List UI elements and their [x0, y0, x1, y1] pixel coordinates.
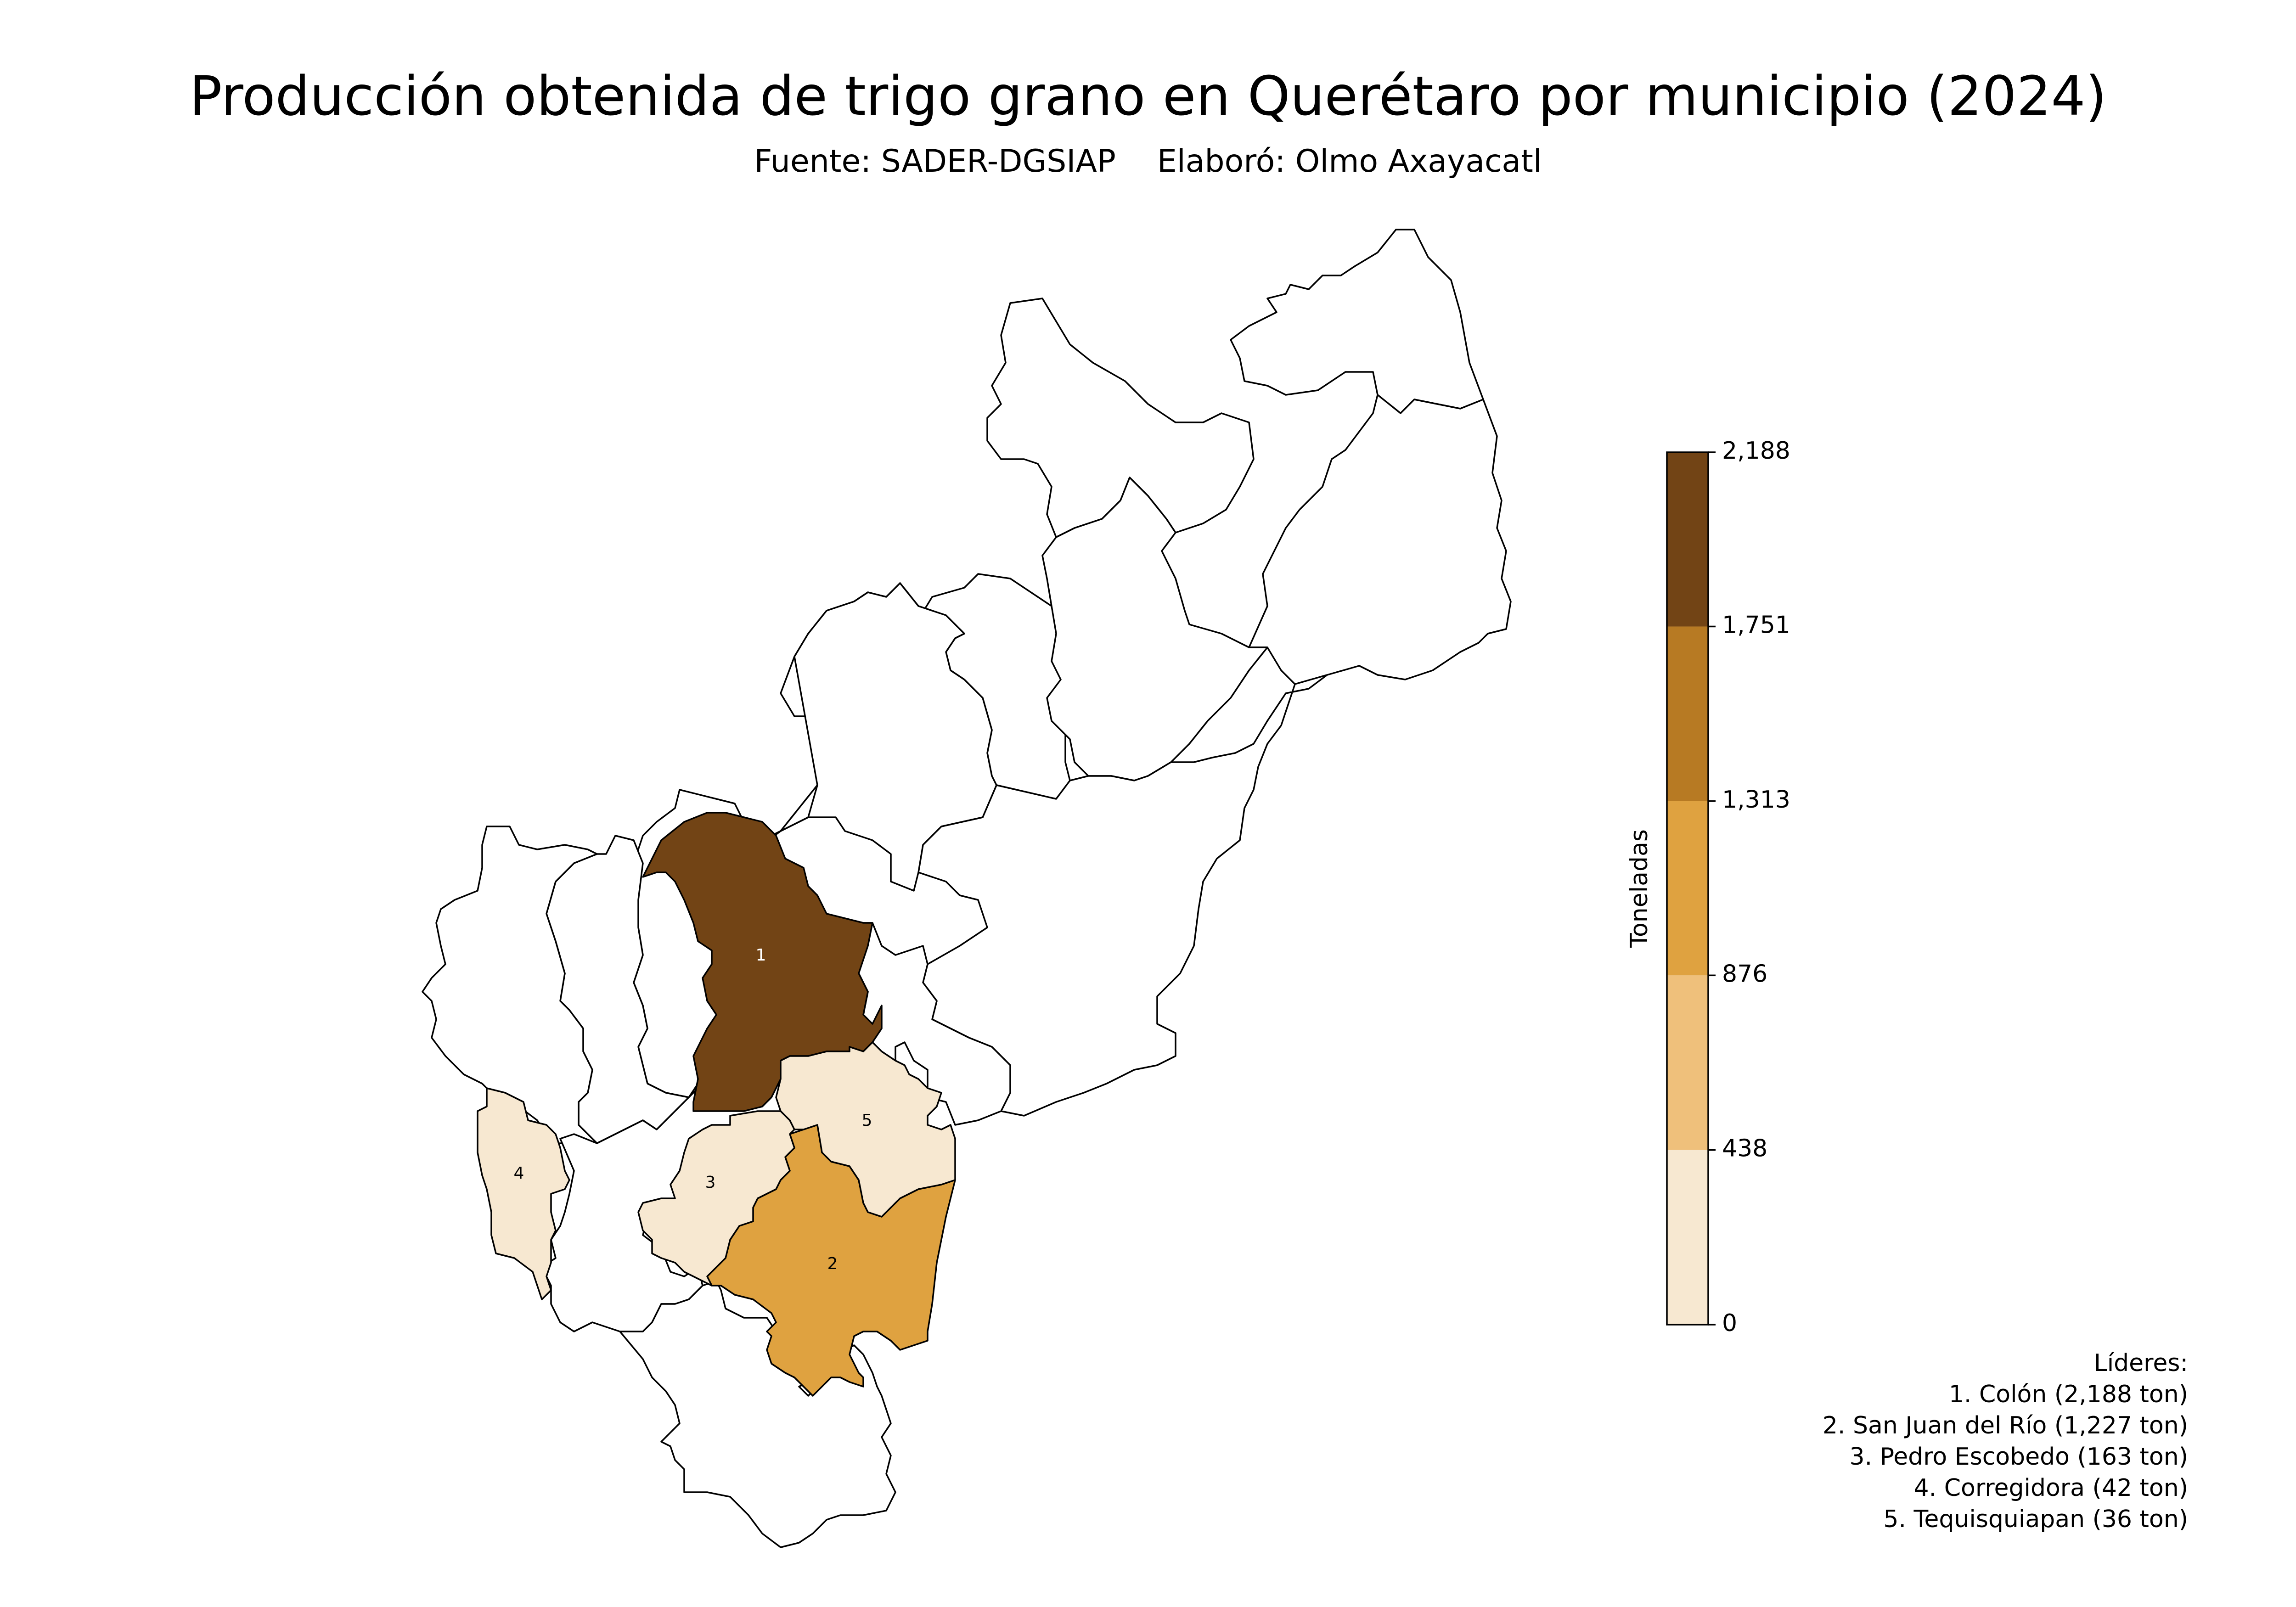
colorbar-tick-label: 0 [1722, 1309, 1737, 1337]
leader-item: 1. Colón (2,188 ton) [1948, 1381, 2188, 1408]
colorbar-bin [1667, 1150, 1708, 1325]
colorbar-tick-label: 438 [1722, 1135, 1767, 1163]
municipality-tequisquiapan [775, 1041, 956, 1218]
municipality-shape [1041, 477, 1268, 781]
leader-item: 3. Pedro Escobedo (163 ton) [1849, 1443, 2188, 1471]
map-subtitle: Fuente: SADER-DGSIAP Elaboró: Olmo Axayac… [0, 146, 2296, 177]
colorbar-tick-label: 876 [1722, 960, 1767, 988]
leader-item: 5. Tequisquiapan (36 ton) [1883, 1506, 2188, 1533]
municipality-shape [619, 1280, 896, 1548]
colorbar-bin [1667, 452, 1708, 627]
colorbar-ticks: 0 438 876 1,313 1,751 2,188 [1708, 437, 1790, 1337]
municipality-shape [780, 582, 997, 892]
municipality-shape [422, 826, 598, 1144]
label-rank-4: 4 [514, 1164, 524, 1183]
producing-municipalities [477, 812, 956, 1397]
no-data-municipalities [422, 229, 1512, 1548]
colorbar-bins [1667, 452, 1708, 1325]
colorbar-bin [1667, 626, 1708, 801]
source-credit: Fuente: SADER-DGSIAP [754, 143, 1116, 180]
municipality-shape [917, 674, 1328, 1117]
colorbar-tick-label: 1,313 [1722, 786, 1790, 814]
map-title: Producción obtenida de trigo grano en Qu… [189, 64, 2107, 128]
municipality-shape [1248, 394, 1512, 685]
label-rank-3: 3 [705, 1173, 716, 1192]
municipality-corregidora [477, 1087, 570, 1300]
label-rank-5: 5 [862, 1111, 872, 1130]
leaders-legend: Líderes: 1. Colón (2,188 ton) 2. San Jua… [1823, 1348, 2188, 1535]
leader-item: 4. Corregidora (42 ton) [1913, 1474, 2188, 1502]
colorbar-bin [1667, 801, 1708, 976]
leader-item: 2. San Juan del Río (1,227 ton) [1822, 1412, 2188, 1439]
colorbar-label: Toneladas [1626, 829, 1653, 948]
colorbar-frame [1666, 451, 1709, 1326]
colorbar-bin [1667, 975, 1708, 1150]
author-credit: Elaboró: Olmo Axayacatl [1157, 143, 1542, 180]
municipality-shape [1230, 229, 1484, 414]
label-rank-2: 2 [827, 1254, 838, 1273]
colorbar-tick-label: 2,188 [1722, 437, 1790, 465]
colorbar-tick-label: 1,751 [1722, 611, 1790, 639]
label-rank-1: 1 [756, 946, 766, 965]
leaders-heading: Líderes: [2093, 1349, 2188, 1377]
